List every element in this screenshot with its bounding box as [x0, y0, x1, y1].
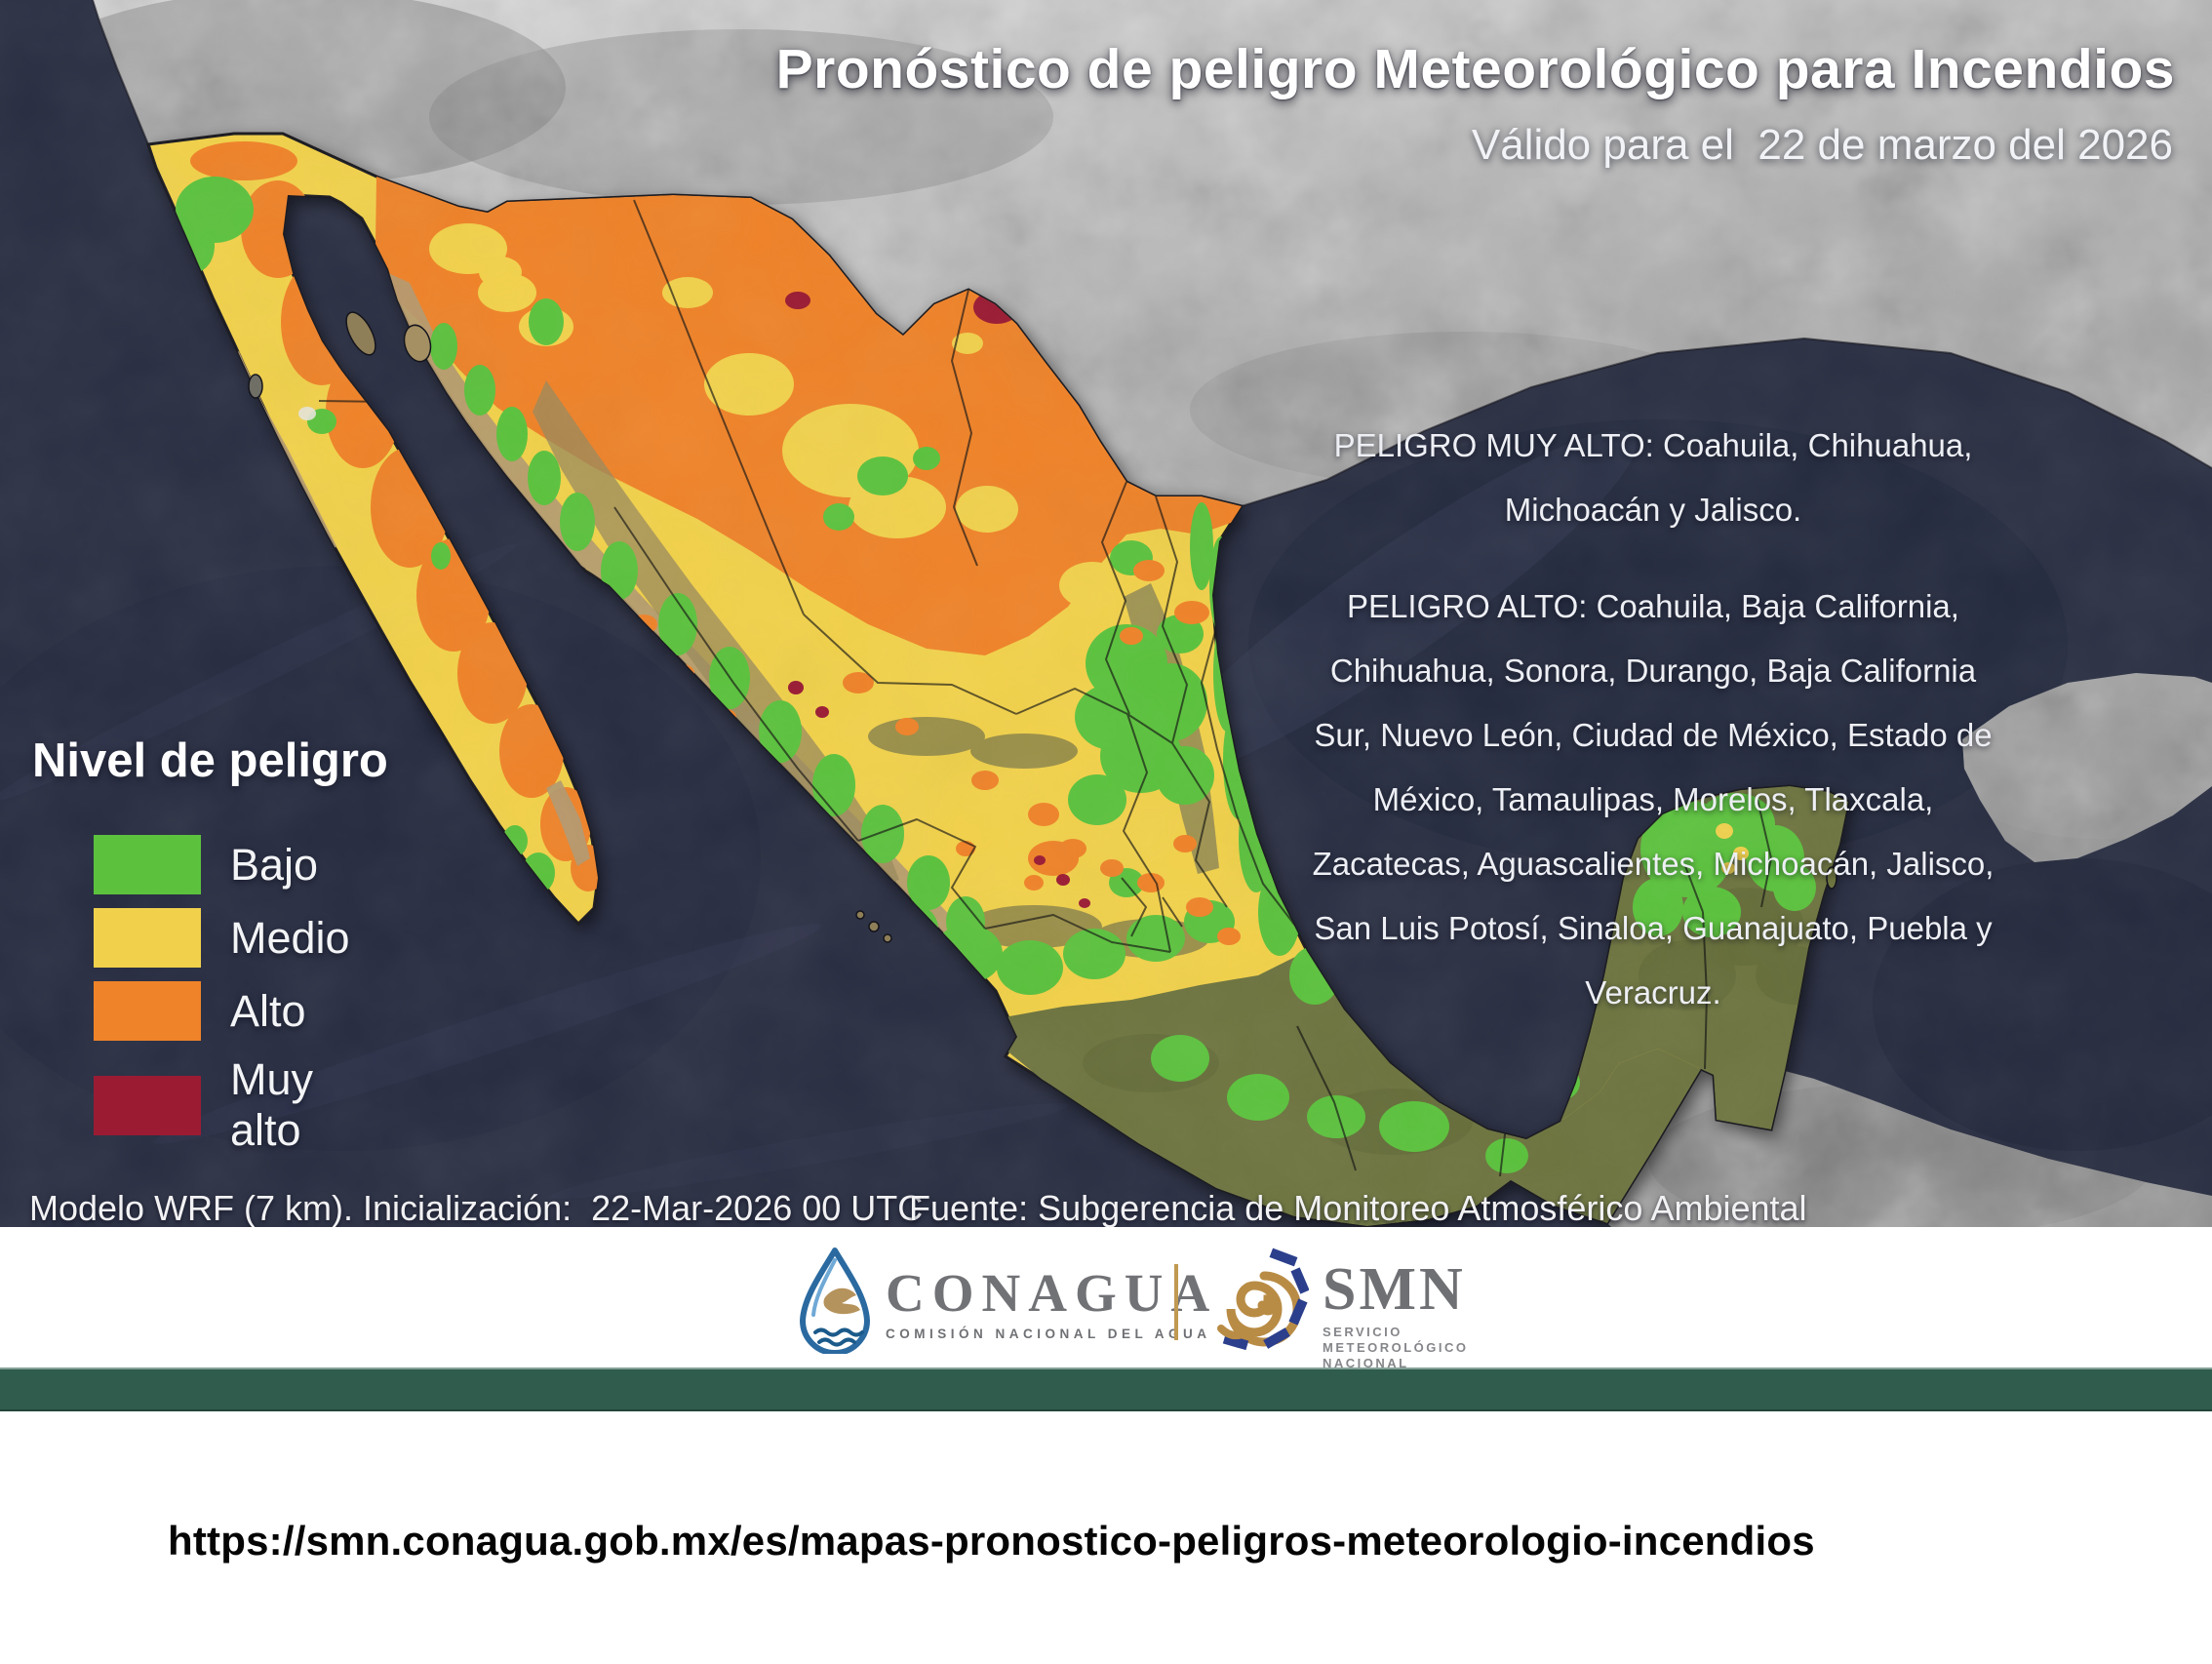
- danger-muy-alto-paragraph: PELIGRO MUY ALTO: Coahuila, Chihuahua, M…: [1297, 414, 2009, 542]
- legend-label: Bajo: [230, 839, 319, 890]
- legend-label: Medio: [230, 912, 350, 963]
- legend-swatch-medio: [94, 908, 201, 968]
- legend-item: Medio: [94, 908, 388, 968]
- legend-item: Muy alto: [94, 1054, 388, 1156]
- map-valid-date: Válido para el 22 de marzo del 2026: [1471, 121, 2173, 169]
- legend-rows: Bajo Medio Alto Muy alto: [94, 835, 388, 1169]
- danger-text-line: PELIGRO MUY ALTO: Coahuila, Chihuahua,: [1333, 427, 1973, 463]
- smn-logo-icon: [1217, 1248, 1309, 1351]
- legend-swatch-bajo: [94, 835, 201, 894]
- logo-band: CONAGUA COMISIÓN NACIONAL DEL AGUA SMN S…: [0, 1227, 2212, 1370]
- legend-title: Nivel de peligro: [32, 734, 388, 787]
- smn-tagline-line: SERVICIO: [1323, 1325, 1402, 1339]
- conagua-logo-text: CONAGUA COMISIÓN NACIONAL DEL AGUA: [886, 1263, 1218, 1342]
- legend-item: Alto: [94, 981, 388, 1041]
- legend-swatch-muy-alto: [94, 1075, 201, 1135]
- islands: [248, 311, 1837, 943]
- legend-swatch-alto: [94, 981, 201, 1041]
- logo-divider: [1174, 1264, 1178, 1340]
- smn-tagline: SERVICIO METEOROLÓGICO NACIONAL: [1323, 1325, 1469, 1371]
- smn-tagline-line: NACIONAL: [1323, 1356, 1409, 1370]
- smn-logo-text: SMN SERVICIO METEOROLÓGICO NACIONAL: [1323, 1256, 1469, 1371]
- map-title: Pronóstico de peligro Meteorológico para…: [775, 38, 2175, 100]
- smn-name: SMN: [1323, 1256, 1466, 1323]
- conagua-tagline: COMISIÓN NACIONAL DEL AGUA: [886, 1327, 1211, 1341]
- danger-summary: PELIGRO MUY ALTO: Coahuila, Chihuahua, M…: [1297, 414, 2009, 1025]
- accent-bar: [0, 1367, 2212, 1411]
- state-borders: [318, 199, 1772, 1177]
- source-url[interactable]: https://smn.conagua.gob.mx/es/mapas-pron…: [168, 1518, 1815, 1564]
- smn-tagline-line: METEOROLÓGICO: [1323, 1340, 1469, 1355]
- danger-text-line: Sur, Nuevo León, Ciudad de México, Estad…: [1314, 717, 1993, 753]
- conagua-logo-icon: [800, 1248, 870, 1354]
- legend-label: Alto: [230, 985, 306, 1036]
- danger-text-line: Zacatecas, Aguascalientes, Michoacán, Ja…: [1312, 846, 1995, 882]
- danger-text-line: México, Tamaulipas, Morelos, Tlaxcala,: [1372, 781, 1934, 817]
- danger-text-line: Michoacán y Jalisco.: [1504, 492, 1802, 528]
- mexico-fire-danger-map-graphic: [0, 0, 2212, 1227]
- danger-alto-paragraph: PELIGRO ALTO: Coahuila, Baja California,…: [1297, 574, 2009, 1025]
- model-info: Modelo WRF (7 km). Inicialización: 22-Ma…: [29, 1188, 924, 1227]
- danger-text-line: PELIGRO ALTO: Coahuila, Baja California,: [1347, 588, 1959, 624]
- legend: Nivel de peligro Bajo Medio Alto Muy alt…: [32, 733, 388, 1155]
- fire-danger-map: Pronóstico de peligro Meteorológico para…: [0, 0, 2212, 1227]
- legend-label: Muy alto: [230, 1054, 314, 1155]
- source-info: Fuente: Subgerencia de Monitoreo Atmosfé…: [909, 1188, 1807, 1227]
- legend-item: Bajo: [94, 835, 388, 894]
- conagua-name: CONAGUA: [886, 1263, 1218, 1323]
- danger-text-line: San Luis Potosí, Sinaloa, Guanajuato, Pu…: [1314, 910, 1993, 946]
- danger-text-line: Chihuahua, Sonora, Durango, Baja Califor…: [1329, 653, 1977, 689]
- danger-text-line: Veracruz.: [1585, 974, 1721, 1010]
